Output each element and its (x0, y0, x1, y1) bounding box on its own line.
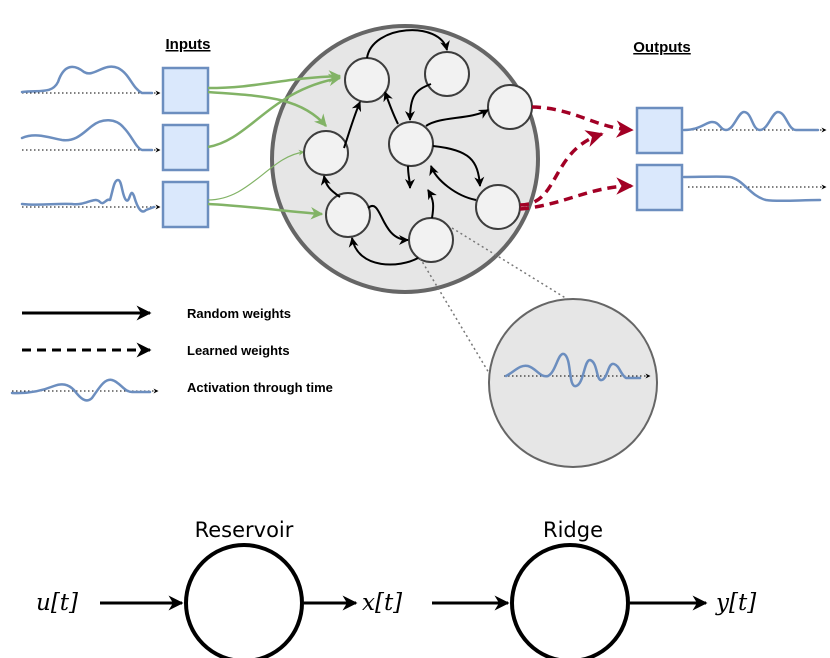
input-variable: u[t] (36, 590, 78, 616)
input-box-1 (161, 66, 210, 115)
input-signal-1 (20, 65, 161, 96)
reservoir-node (325, 192, 371, 238)
reservoir-node (424, 51, 470, 97)
state-variable: x[t] (362, 590, 402, 616)
output-variable: y[t] (715, 590, 756, 616)
input-box-3 (161, 180, 210, 229)
reservoir-node (344, 57, 390, 103)
output-box-1 (635, 106, 684, 155)
block-reservoir-label: Reservoir (195, 518, 294, 542)
input-box-2 (161, 123, 210, 172)
output-signal-2 (682, 175, 827, 203)
reservoir-node (475, 184, 521, 230)
input-weights (207, 70, 342, 220)
legend-activation: Activation through time (10, 378, 333, 402)
ridge-block (510, 543, 630, 658)
zoom-line (419, 257, 499, 389)
learned-connections (519, 105, 634, 211)
legend-activation-label: Activation through time (187, 380, 333, 395)
legend-learned-label: Learned weights (187, 343, 290, 358)
inputs-header: Inputs (166, 36, 211, 53)
legend-learned: Learned weights (22, 342, 290, 358)
reservoir-node (487, 84, 533, 130)
reservoir-node (303, 130, 349, 176)
input-signal-3 (20, 178, 161, 213)
output-signal-1 (682, 110, 827, 133)
zoom-line (451, 227, 599, 319)
input-signal-2 (20, 119, 161, 153)
outputs-header: Outputs (633, 39, 691, 56)
block-ridge-label: Ridge (543, 518, 603, 542)
reservoir-node (408, 217, 454, 263)
output-box-2 (635, 163, 684, 212)
reservoir-block (184, 543, 304, 658)
legend-random: Random weights (22, 305, 291, 321)
legend-random-label: Random weights (187, 306, 291, 321)
zoom-activation (504, 352, 651, 388)
reservoir-node (388, 121, 434, 167)
random-connections (320, 29, 489, 266)
